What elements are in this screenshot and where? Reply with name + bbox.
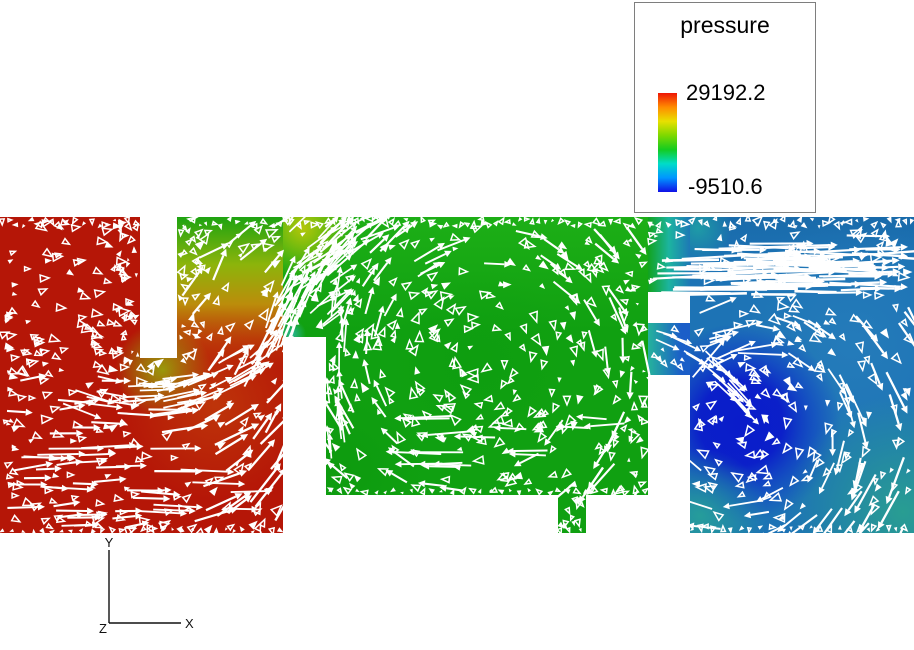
- orientation-axes: Y X Z: [99, 535, 194, 636]
- colorbar-min-label: -9510.6: [688, 174, 763, 199]
- z-axis-label: Z: [99, 621, 107, 636]
- y-axis-label: Y: [105, 535, 114, 550]
- x-axis-label: X: [185, 616, 194, 631]
- legend-title: pressure: [680, 12, 770, 38]
- colorbar: [658, 93, 677, 192]
- pressure-legend[interactable]: pressure 29192.2 -9510.6: [634, 2, 816, 213]
- velocity-glyphs: [0, 192, 914, 572]
- colorbar-max-label: 29192.2: [686, 80, 766, 105]
